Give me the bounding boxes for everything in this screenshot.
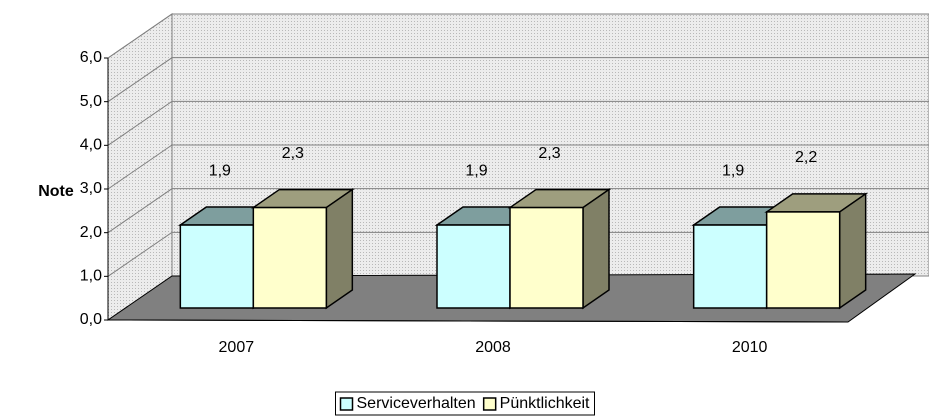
x-tick-label: 2008 bbox=[475, 339, 511, 356]
y-tick-label: 5,0 bbox=[80, 93, 102, 110]
value-label: 1,9 bbox=[209, 162, 231, 179]
legend-label: Serviceverhalten bbox=[357, 395, 476, 412]
legend bbox=[335, 391, 595, 416]
x-axis bbox=[107, 319, 849, 323]
value-label: 1,9 bbox=[722, 162, 744, 179]
grid-line bbox=[107, 188, 929, 234]
grid-line bbox=[107, 144, 929, 190]
y-tick-label: 0,0 bbox=[80, 311, 102, 328]
y-tick-label: 2,0 bbox=[80, 224, 102, 241]
legend-label: Pünktlichkeit bbox=[500, 395, 590, 412]
bar bbox=[436, 224, 511, 309]
y-tick-label: 1,0 bbox=[80, 268, 102, 285]
grid-line bbox=[107, 57, 929, 103]
bar bbox=[692, 224, 768, 309]
bar bbox=[252, 206, 328, 309]
value-label: 2,3 bbox=[282, 145, 304, 162]
bar bbox=[765, 211, 841, 309]
legend-swatch bbox=[482, 397, 497, 411]
grid-line bbox=[107, 231, 929, 277]
bar bbox=[179, 224, 255, 309]
legend-swatch bbox=[339, 397, 354, 411]
bar bbox=[509, 206, 584, 309]
x-tick-label: 2010 bbox=[732, 339, 768, 356]
y-tick-label: 6,0 bbox=[80, 49, 102, 66]
value-label: 2,2 bbox=[795, 149, 817, 166]
y-tick-label: 3,0 bbox=[80, 180, 102, 197]
x-tick-label: 2007 bbox=[219, 339, 255, 356]
bar-side bbox=[325, 188, 354, 310]
y-axis-label: Note bbox=[38, 183, 74, 200]
value-label: 2,3 bbox=[538, 145, 560, 162]
y-tick-label: 4,0 bbox=[80, 137, 102, 154]
grid-line bbox=[107, 100, 929, 146]
bar-side bbox=[838, 192, 867, 310]
bar-side bbox=[582, 188, 610, 310]
value-label: 1,9 bbox=[465, 162, 487, 179]
grid-line bbox=[107, 13, 929, 59]
